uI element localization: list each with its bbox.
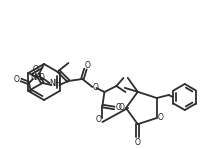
Text: O: O [119,104,125,112]
Text: O: O [95,115,101,125]
Text: NH: NH [50,80,61,89]
Text: O: O [33,66,38,74]
Text: O: O [158,114,164,122]
Text: NH: NH [30,73,42,82]
Text: O: O [14,74,20,83]
Text: O: O [38,73,44,83]
Text: O: O [116,104,121,112]
Text: O: O [135,138,141,147]
Text: O: O [84,60,90,69]
Text: O: O [92,83,98,93]
